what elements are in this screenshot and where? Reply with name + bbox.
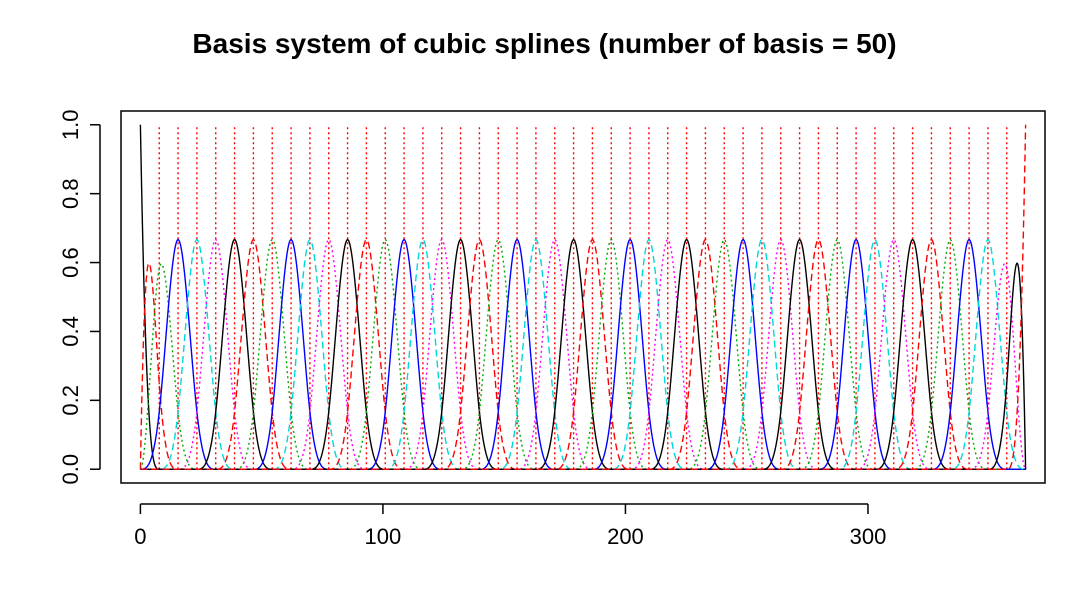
basis-curve (140, 238, 1026, 470)
basis-curves-group (139, 124, 1027, 470)
basis-curve (140, 238, 1026, 470)
plot-frame (120, 110, 1046, 484)
basis-curve (140, 238, 1026, 470)
basis-curve (140, 124, 1027, 470)
basis-curve (140, 238, 1026, 470)
basis-curve (140, 238, 1026, 470)
x-tick-label: 300 (850, 524, 887, 549)
basis-curve (140, 238, 1026, 470)
basis-curve (140, 238, 1026, 470)
basis-curve (140, 238, 1026, 470)
y-tick-label: 0.6 (58, 247, 83, 278)
chart-title: Basis system of cubic splines (number of… (192, 28, 897, 59)
basis-curve (140, 238, 1026, 470)
basis-curve (140, 238, 1026, 470)
basis-curve (140, 238, 1026, 470)
y-tick-label: 0.2 (58, 385, 83, 416)
y-tick-label: 0.4 (58, 316, 83, 347)
basis-curve (140, 238, 1026, 470)
basis-curve (140, 238, 1026, 470)
y-tick-label: 0.8 (58, 178, 83, 209)
basis-curve (140, 238, 1026, 470)
basis-curve (140, 238, 1026, 470)
basis-curve (140, 238, 1026, 470)
basis-curve (140, 238, 1026, 470)
basis-curve (140, 238, 1026, 470)
basis-curve (140, 238, 1026, 470)
basis-curve (140, 238, 1026, 470)
y-tick-label: 0.0 (58, 454, 83, 485)
basis-curve (140, 238, 1026, 470)
basis-curve (140, 238, 1026, 470)
basis-curve (140, 238, 1026, 470)
basis-curve (140, 238, 1026, 470)
basis-curve (140, 238, 1026, 470)
x-tick-label: 100 (365, 524, 402, 549)
basis-curve (140, 238, 1026, 470)
basis-curve (140, 238, 1026, 470)
basis-curve (140, 238, 1026, 470)
basis-curve (140, 238, 1026, 470)
basis-curve (140, 238, 1026, 470)
basis-curve (140, 238, 1026, 470)
basis-curve (140, 238, 1026, 470)
basis-curve (140, 238, 1026, 470)
basis-curve (140, 238, 1026, 470)
basis-curve (140, 238, 1026, 470)
basis-curve (140, 238, 1026, 470)
basis-curve (140, 238, 1026, 470)
basis-curve (140, 238, 1026, 470)
basis-curve (139, 263, 1026, 470)
x-tick-label: 200 (607, 524, 644, 549)
y-axis: 0.0 0.2 0.4 0.6 0.8 1.0 (58, 109, 101, 485)
x-axis: 0 100 200 300 (134, 503, 887, 549)
x-tick-label: 0 (134, 524, 146, 549)
basis-curve (140, 238, 1026, 470)
basis-curve (140, 238, 1026, 470)
basis-curve (139, 262, 1026, 470)
basis-curve (140, 262, 1027, 470)
basis-curve (140, 263, 1027, 470)
basis-curve (140, 238, 1026, 470)
y-tick-label: 1.0 (58, 109, 83, 140)
basis-curve (140, 238, 1026, 470)
basis-curve (140, 238, 1026, 470)
basis-curve (140, 238, 1026, 470)
